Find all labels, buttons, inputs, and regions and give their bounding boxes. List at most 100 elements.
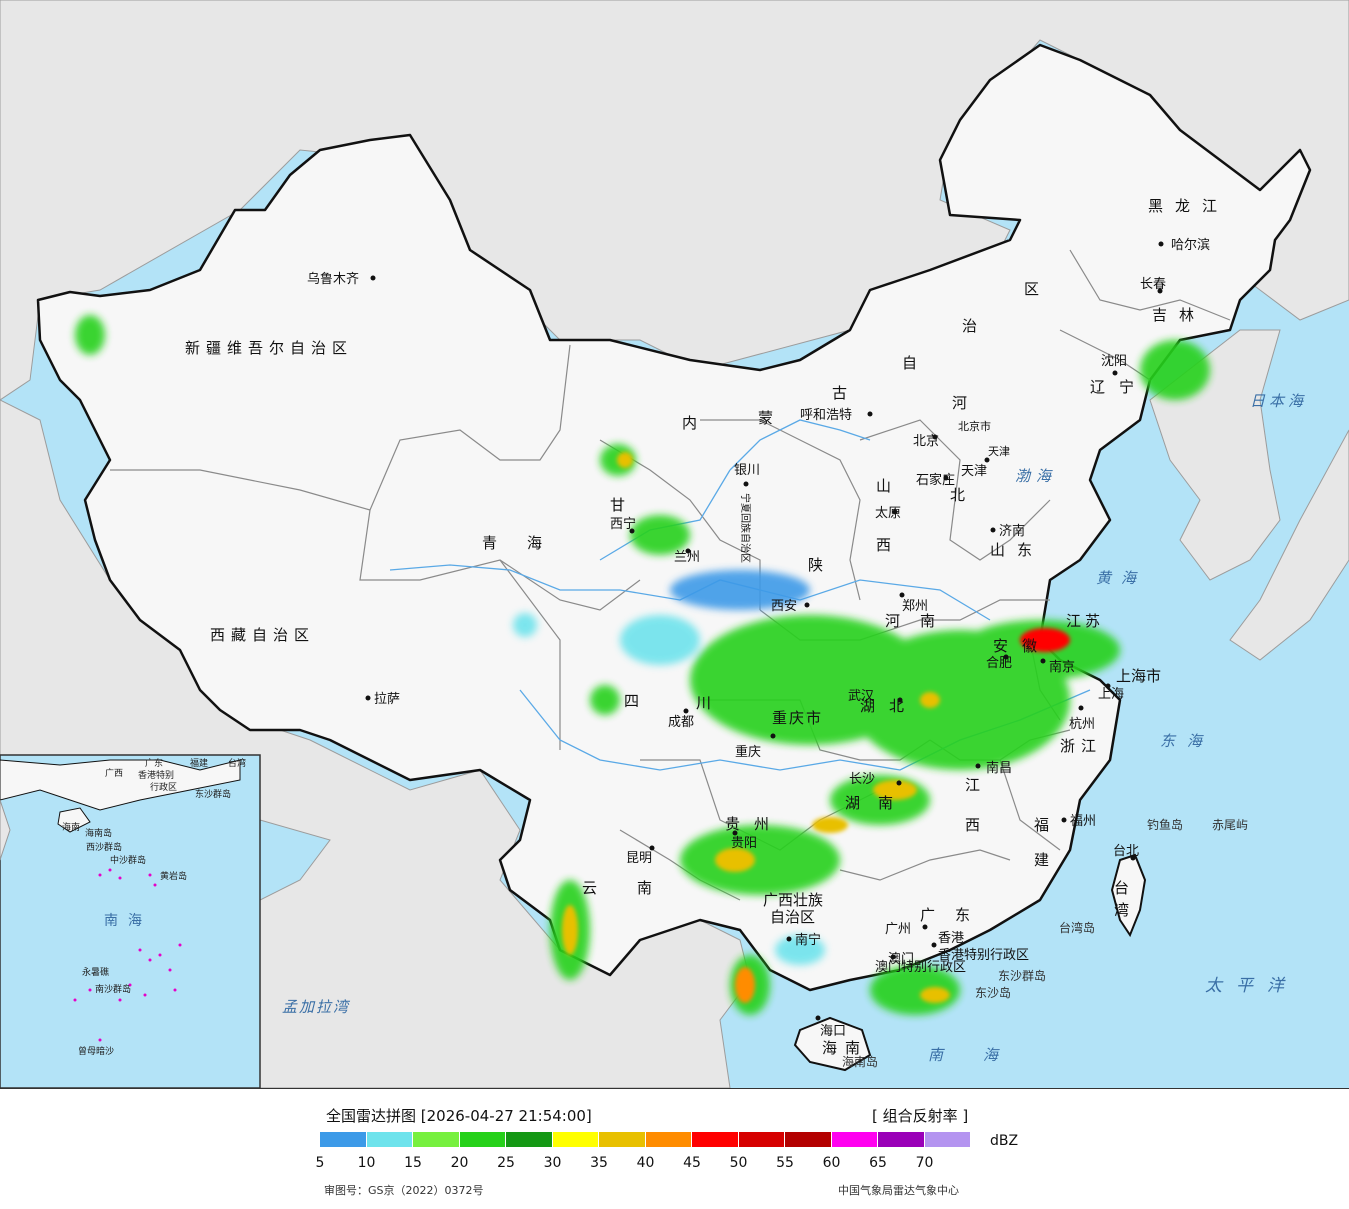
label-gansu: 甘 [610, 496, 625, 514]
city-dot [815, 1015, 821, 1021]
city-dot [975, 763, 981, 769]
legend-product: [ 组合反射率 ] [872, 1107, 969, 1125]
legend-swatch [878, 1132, 924, 1147]
city-label: 乌鲁木齐 [307, 271, 359, 287]
legend-swatch [320, 1132, 366, 1147]
city-label: 石家庄 [916, 472, 955, 488]
label-zhejiang: 浙江 [1060, 737, 1102, 755]
label-taiwan-0: 台 [1114, 879, 1129, 897]
legend-swatch [366, 1132, 412, 1147]
label-hubei: 湖北 [860, 697, 918, 715]
city-dot [370, 275, 376, 281]
city-dot [943, 475, 949, 481]
label-nmg-2: 古 [832, 384, 847, 402]
label-hebei-1: 北 [950, 486, 965, 504]
sea-labels: 日本海 渤海 黄海 东海 太平洋 南海 孟加拉湾 [282, 392, 1307, 1064]
legend-tick: 55 [776, 1155, 794, 1171]
label-chiwei: 赤尾屿 [1212, 818, 1248, 832]
inset-label-hk1: 香港特别 [138, 769, 174, 781]
city-dot [786, 936, 792, 942]
label-bohai: 渤海 [1015, 467, 1057, 485]
inset-label-zhongsha: 中沙群岛 [110, 854, 146, 866]
city-label: 武汉 [848, 689, 874, 704]
label-anhui: 安徽 [993, 637, 1051, 655]
city-label: 杭州 [1069, 717, 1095, 732]
label-heilongjiang: 黑龙江 [1148, 197, 1229, 215]
city-label: 西宁 [610, 516, 636, 532]
label-dongsha-island: 东沙岛 [975, 985, 1011, 1000]
label-hainan-0: 海 [822, 1039, 843, 1057]
label-jiangsu: 江苏 [1066, 612, 1104, 630]
label-taiwan-island: 台湾岛 [1059, 920, 1095, 935]
city-label: 兰州 [674, 550, 700, 565]
city-dot [629, 528, 635, 534]
legend-tick: 60 [822, 1155, 841, 1171]
legend-tick: 20 [450, 1155, 469, 1171]
city-label: 南京 [1049, 659, 1075, 675]
label-jilin: 吉林 [1152, 306, 1206, 324]
legend-tick: 5 [315, 1155, 325, 1171]
label-diaoyu: 钓鱼岛 [1147, 817, 1183, 832]
legend-swatch [599, 1132, 645, 1147]
inset-label-fujian: 福建 [190, 757, 208, 769]
inset-label-taiwan: 台湾 [228, 757, 246, 769]
label-japan-sea: 日本海 [1250, 392, 1307, 410]
label-guangxi-1: 自治区 [770, 908, 815, 926]
city-label: 拉萨 [374, 692, 400, 707]
city-dot [1112, 370, 1118, 376]
city-label: 济南 [999, 523, 1025, 539]
city-layer: 乌鲁木齐拉萨西宁兰州银川呼和浩特北京天津石家庄太原济南郑州西安成都重庆贵阳昆明南… [307, 237, 1210, 1039]
label-shanxi-1: 西 [876, 536, 891, 554]
legend-panel: 全国雷达拼图 [2026-04-27 21:54:00] [ 组合反射率 ] d… [0, 1088, 1349, 1209]
legend-swatch [552, 1132, 598, 1147]
city-label: 西安 [771, 599, 797, 614]
city-dot [1040, 658, 1046, 664]
city-label: 香港 [938, 931, 964, 946]
city-dot [1078, 705, 1084, 711]
inset-label-south-sea: 南海 [104, 913, 152, 929]
inset-label-nansha: 南沙群岛 [95, 983, 131, 995]
legend-swatch [738, 1132, 784, 1147]
city-label: 贵阳 [731, 836, 757, 851]
inset-label-zengmu: 曾母暗沙 [78, 1045, 114, 1057]
label-henan: 河南 [885, 612, 955, 630]
city-label: 呼和浩特 [800, 408, 852, 423]
city-label: 长春 [1140, 277, 1166, 292]
label-guangdong: 广东 [920, 906, 990, 924]
city-label: 长沙 [849, 772, 875, 787]
legend-tick: 65 [869, 1155, 887, 1171]
city-dot [649, 845, 655, 851]
city-label: 北京 [913, 434, 939, 449]
inset-label-yongshu: 永暑礁 [82, 966, 109, 978]
label-sichuan-1: 川 [696, 694, 711, 712]
legend-swatch [506, 1132, 552, 1147]
city-label: 重庆 [735, 744, 761, 760]
city-label: 郑州 [902, 599, 928, 614]
approval-number: 审图号：GS京（2022）0372号 [324, 1184, 484, 1197]
map-labels: 新疆维吾尔自治区 西藏自治区 青海 内 蒙 古 自 治 区 黑龙江 吉林 辽宁 … [185, 197, 1229, 1057]
radar-echoes [75, 315, 1210, 1015]
label-shanxi-0: 山 [876, 477, 891, 495]
inset-label-xisha: 西沙群岛 [86, 841, 122, 853]
city-dot [1158, 241, 1164, 247]
label-jiangxi-0: 江 [965, 776, 980, 794]
city-label: 上海 [1098, 687, 1124, 702]
label-qinghai: 青海 [482, 534, 572, 552]
city-dot [899, 592, 905, 598]
inset-label-hainan-island: 海南岛 [85, 827, 112, 839]
city-label: 澳门 [888, 951, 914, 967]
label-guangxi-0: 广西壮族 [763, 891, 823, 909]
label-fujian-0: 福 [1034, 816, 1049, 834]
label-taiwan-1: 湾 [1114, 901, 1129, 919]
legend-title: 全国雷达拼图 [2026-04-27 21:54:00] [326, 1107, 592, 1125]
city-label: 海口 [820, 1024, 846, 1039]
city-label: 台北 [1113, 844, 1139, 859]
label-nmg-3: 自 [902, 354, 917, 372]
city-dot [683, 708, 689, 714]
legend-tick: 35 [590, 1155, 608, 1171]
label-hainan-1: 南 [845, 1039, 860, 1057]
city-dot [990, 527, 996, 533]
hainan-land [793, 1016, 872, 1072]
inset-label-huangyan: 黄岩岛 [160, 870, 187, 882]
inset-label-dongsha: 东沙群岛 [195, 788, 231, 800]
